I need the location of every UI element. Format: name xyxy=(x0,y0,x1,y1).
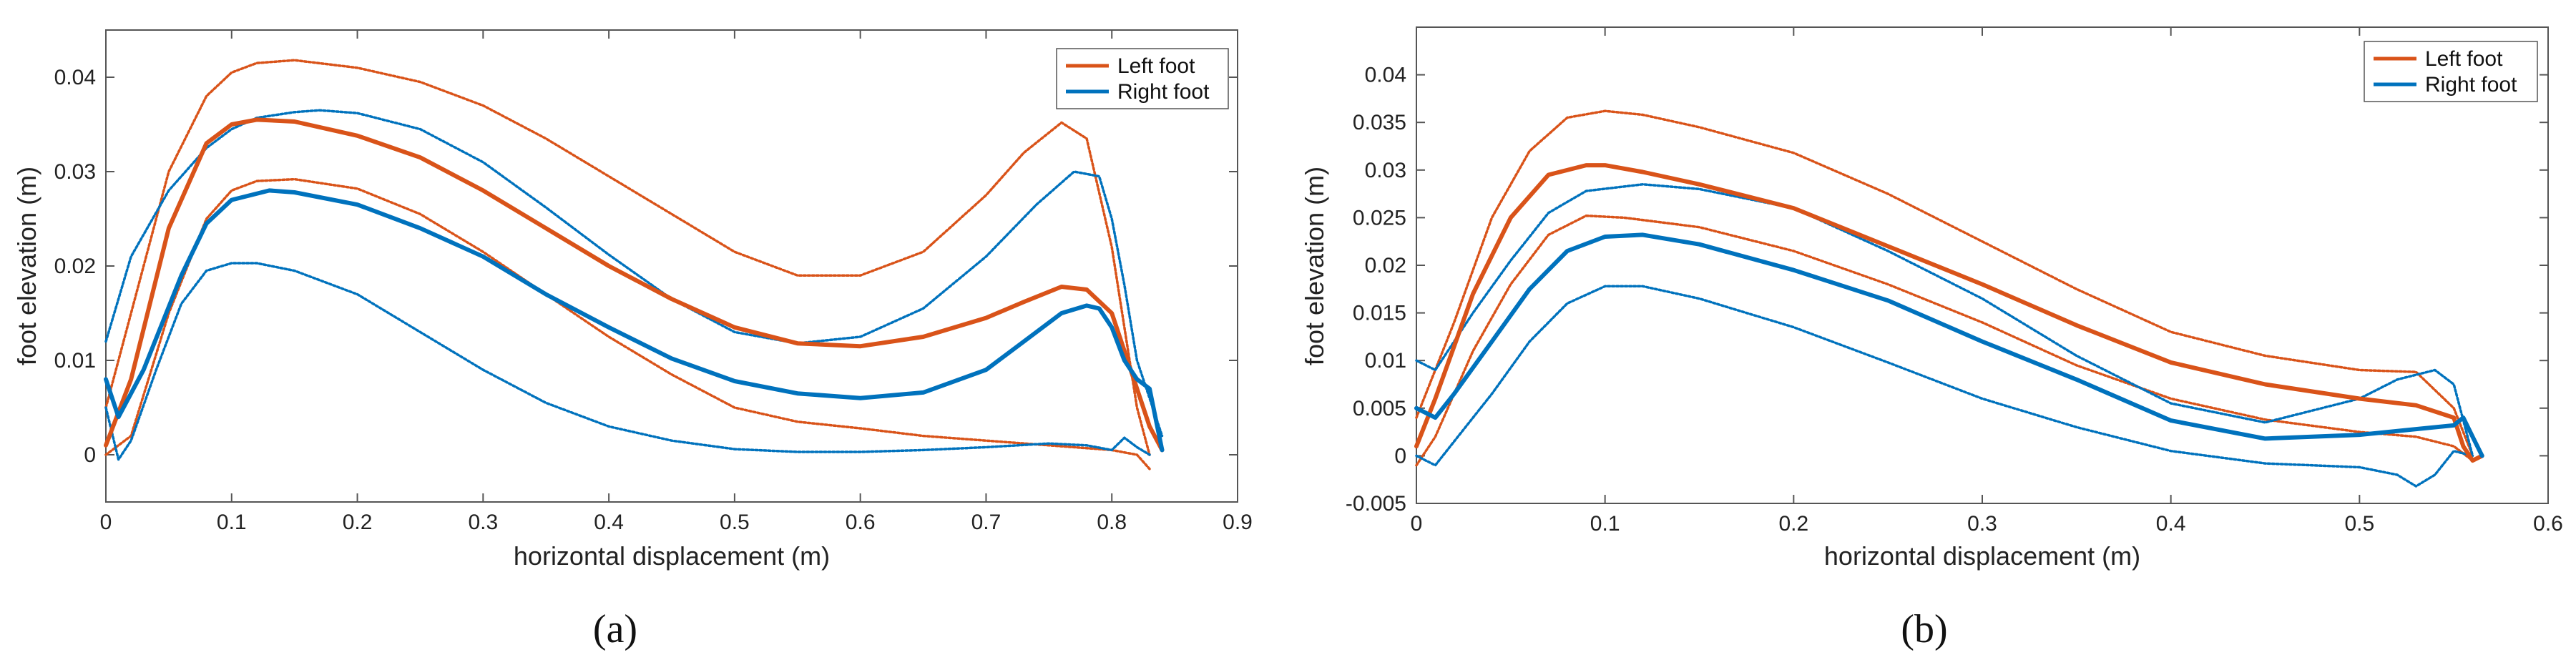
x-tick-label: 0.5 xyxy=(720,511,750,534)
x-tick-label: 0.4 xyxy=(2156,512,2186,536)
series-layer-b xyxy=(1414,109,2484,488)
x-axis-label-b: horizontal displacement (m) xyxy=(1824,541,2140,571)
x-tick-label: 0.7 xyxy=(971,511,1001,534)
chart-panel-b: 0 0.1 0.2 0.3 0.4 0.5 0.6-0.00500.0050.010.015… xyxy=(1300,26,2563,651)
plot-area-a xyxy=(105,29,1238,503)
series-line-left-foot-b xyxy=(1414,163,2484,463)
x-tick-label: 0.6 xyxy=(2533,512,2563,536)
series-line-left-foot-a xyxy=(104,117,1165,453)
series-line-left-foot-upper-a xyxy=(104,59,1151,456)
legend-box-a xyxy=(1056,48,1229,109)
x-axis-label-a: horizontal displacement (m) xyxy=(514,541,830,571)
y-tick-label: 0.04 xyxy=(54,66,96,89)
x-tick-label: 0 xyxy=(1411,512,1423,536)
legend-label-left-b: Left foot xyxy=(2425,47,2503,71)
x-tick-label: 0.3 xyxy=(468,511,498,534)
x-tick-label: 0.5 xyxy=(2344,512,2374,536)
series-line-right-foot-lower-b xyxy=(1415,285,2474,488)
y-tick-label: 0.005 xyxy=(1353,397,1406,420)
y-tick-label: 0 xyxy=(1394,444,1406,468)
y-tick-label: 0.025 xyxy=(1353,206,1406,230)
plot-area-b xyxy=(1416,26,2549,504)
panel-label-a: (a) xyxy=(593,607,637,651)
y-tick-label: 0.035 xyxy=(1353,111,1406,134)
y-tick-label: 0.015 xyxy=(1353,302,1406,325)
series-line-left-foot-upper-b xyxy=(1415,109,2474,458)
x-tick-label: 0.1 xyxy=(1590,512,1620,536)
y-axis-label-b: foot elevation (m) xyxy=(1300,167,1329,365)
x-tick-label: 0.6 xyxy=(846,511,876,534)
x-tick-label: 0 xyxy=(100,511,112,534)
series-line-right-foot-b xyxy=(1414,232,2484,458)
y-tick-label: 0 xyxy=(84,443,96,467)
series-line-left-foot-lower-a xyxy=(104,177,1151,471)
y-tick-label: 0.01 xyxy=(54,349,96,373)
legend-b: Left foot Right foot xyxy=(2364,41,2538,102)
x-tick-label: 0.2 xyxy=(343,511,373,534)
x-tick-label: 0.9 xyxy=(1223,511,1253,534)
x-tick-label: 0.8 xyxy=(1097,511,1127,534)
series-line-right-foot-upper-b xyxy=(1415,183,2474,458)
y-tick-label: 0.01 xyxy=(1365,349,1406,373)
y-tick-label: 0.03 xyxy=(54,160,96,184)
chart-panel-a: 0 0.1 0.2 0.3 0.4 0.5 0.6 0.7 0.8 0.9 0 0.01 0.02 0.0… xyxy=(12,29,1253,651)
y-axis-label-a: foot elevation (m) xyxy=(12,167,41,365)
legend-label-right-b: Right foot xyxy=(2425,73,2517,97)
x-tick-label: 0.4 xyxy=(594,511,624,534)
series-line-right-foot-a xyxy=(104,188,1165,453)
y-tick-label: 0.04 xyxy=(1365,64,1406,87)
series-layer-a xyxy=(104,59,1165,471)
y-tick-label: -0.005 xyxy=(1346,492,1406,516)
legend-a: Left foot Right foot xyxy=(1056,48,1229,109)
x-tick-label: 0.1 xyxy=(217,511,247,534)
x-tick-label: 0.3 xyxy=(1967,512,1997,536)
series-line-right-foot-lower-a xyxy=(104,262,1151,461)
x-tick-label: 0.2 xyxy=(1778,512,1808,536)
legend-box-b xyxy=(2364,41,2538,102)
panel-label-b: (b) xyxy=(1901,607,1947,651)
axis-ticks-b: 0 0.1 0.2 0.3 0.4 0.5 0.6-0.00500.0050.010.015… xyxy=(1346,27,2563,536)
axis-ticks-a: 0 0.1 0.2 0.3 0.4 0.5 0.6 0.7 0.8 0.9 0 0.01 0.02 0.0… xyxy=(54,30,1253,534)
y-tick-label: 0.03 xyxy=(1365,159,1406,182)
y-tick-label: 0.02 xyxy=(54,255,96,278)
y-tick-label: 0.02 xyxy=(1365,254,1406,277)
legend-label-right-a: Right foot xyxy=(1117,80,1210,104)
legend-label-left-a: Left foot xyxy=(1117,54,1195,78)
